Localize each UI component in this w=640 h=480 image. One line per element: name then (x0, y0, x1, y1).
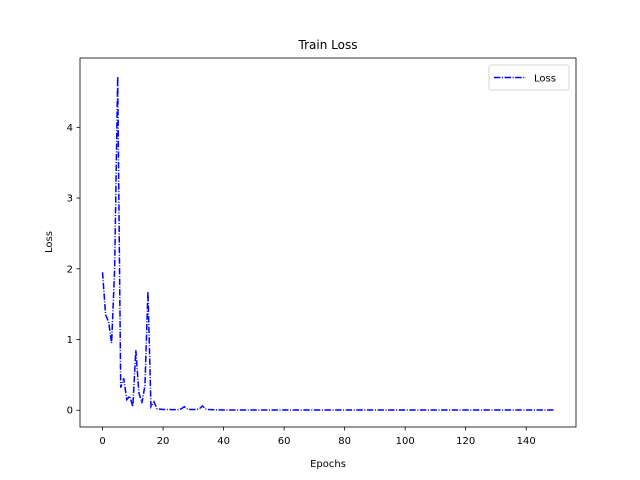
x-tick-label-3: 60 (278, 436, 291, 447)
x-tick-label-0: 0 (99, 436, 105, 447)
series-layer (101, 76, 554, 411)
chart-title: Train Loss (298, 38, 358, 52)
y-tick-label-1: 1 (67, 335, 73, 346)
legend-box (488, 64, 570, 91)
x-tick-label-2: 40 (217, 436, 230, 447)
x-tick-label-1: 20 (157, 436, 170, 447)
x-tick-label-4: 80 (338, 436, 351, 447)
x-axis-label: Epochs (310, 459, 346, 470)
x-axis: 0 20 40 60 80 100 120 140 (99, 427, 536, 447)
legend: Loss (488, 64, 570, 91)
legend-label-loss: Loss (534, 74, 556, 85)
series-line-0 (101, 76, 554, 411)
y-axis: 0 1 2 3 4 (67, 123, 80, 417)
y-tick-label-4: 4 (67, 123, 73, 134)
y-tick-label-0: 0 (67, 406, 73, 417)
y-tick-label-2: 2 (67, 264, 73, 275)
x-tick-label-7: 140 (517, 436, 536, 447)
x-tick-label-6: 120 (456, 436, 475, 447)
plot-frame (79, 57, 577, 428)
y-axis-label: Loss (44, 231, 55, 253)
x-tick-label-5: 100 (396, 436, 415, 447)
y-tick-label-3: 3 (67, 194, 73, 205)
